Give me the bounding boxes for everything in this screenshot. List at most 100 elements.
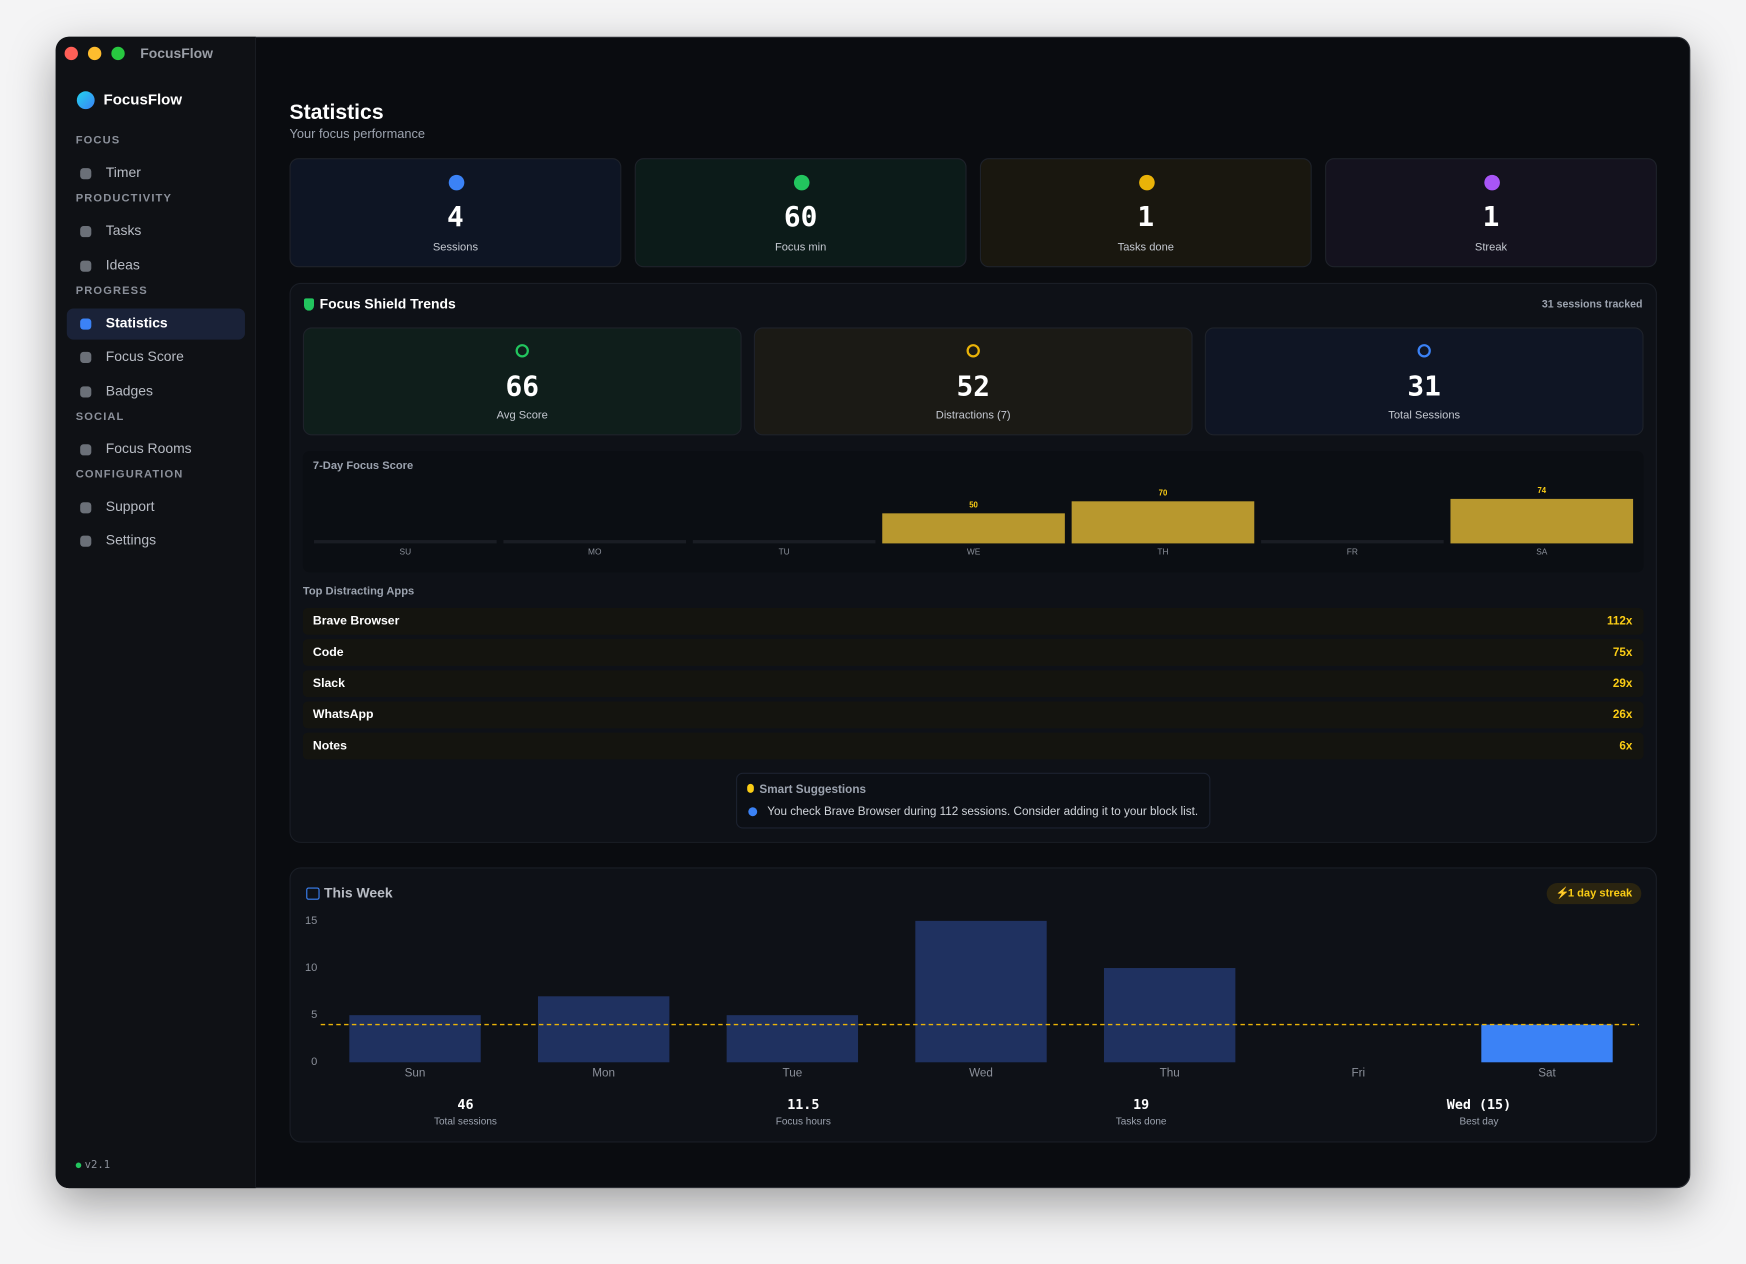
brand-logo (76, 91, 95, 110)
bar-track (314, 540, 497, 544)
calendar-icon (306, 887, 320, 900)
app-row (302, 701, 1644, 729)
active-highlight (66, 308, 245, 340)
shield-icon (303, 298, 315, 311)
nav-label: Ideas (105, 256, 140, 273)
x-tick-label: WE (967, 547, 981, 557)
nav-label: Support (105, 498, 155, 515)
nav-item[interactable] (67, 250, 245, 281)
app-name: Brave Browser (312, 614, 400, 629)
nav-label: Tasks (105, 223, 142, 239)
stat-icon (793, 174, 810, 191)
app-count: 112x (1607, 614, 1633, 629)
bar (537, 996, 670, 1063)
stat-value: 1 (1137, 200, 1155, 233)
panel-title: Focus Shield Trends (319, 296, 456, 312)
x-tick-label: Wed (969, 1067, 993, 1080)
nav-label: Settings (105, 532, 157, 549)
bar (882, 513, 1065, 544)
x-tick-label: TU (779, 547, 790, 557)
stat-value: 4 (447, 200, 464, 233)
stat-label: Streak (1474, 241, 1508, 254)
zoom-button[interactable] (111, 46, 125, 61)
status-dot (75, 1162, 82, 1169)
version: v2.1 (84, 1159, 111, 1172)
summary-value: 11.5 (787, 1096, 820, 1113)
summary-value: Wed (15) (1446, 1096, 1512, 1113)
section-label: CONFIGURATION (75, 468, 184, 482)
x-tick-label: FR (1347, 547, 1358, 557)
close-button[interactable] (64, 46, 78, 61)
nav-icon (80, 226, 92, 238)
bar (915, 920, 1047, 1063)
x-tick-label: Sat (1538, 1067, 1556, 1080)
nav-item[interactable] (67, 216, 245, 247)
summary-value: 46 (457, 1096, 474, 1113)
shield-value: 66 (505, 369, 539, 402)
x-tick-label: Tue (782, 1067, 802, 1080)
value-label: 50 (969, 501, 978, 510)
week-title: This Week (324, 885, 393, 901)
bar (349, 1015, 481, 1063)
x-tick-label: Sun (405, 1067, 426, 1080)
shield-card: 66 Avg Score (302, 327, 742, 436)
stat-card: 1 Tasks done (979, 158, 1312, 268)
shield-value: 52 (956, 369, 990, 402)
bar (1450, 498, 1634, 544)
x-tick-label: SU (400, 547, 412, 557)
nav-icon (80, 352, 92, 364)
app-count: 75x (1612, 645, 1633, 660)
app-count: 6x (1619, 739, 1633, 753)
stat-label: Focus min (774, 241, 827, 254)
bar (1103, 968, 1236, 1063)
stat-card: 60 Focus min (634, 158, 967, 268)
y-tick-label: 5 (311, 1009, 317, 1021)
streak-text: 1 day streak (1567, 887, 1633, 900)
shield-card: 52 Distractions (7) (753, 327, 1193, 436)
app-row (302, 607, 1644, 635)
nav-label: Badges (105, 382, 154, 399)
nav-icon (80, 168, 92, 180)
stat-value: 60 (783, 200, 818, 233)
section-label: PRODUCTIVITY (75, 192, 172, 206)
stat-label: Sessions (432, 241, 479, 254)
x-tick-label: TH (1157, 547, 1168, 557)
window-title: FocusFlow (140, 45, 213, 62)
section-title: Top Distracting Apps (302, 585, 415, 598)
section-label: SOCIAL (75, 410, 125, 423)
nav-item[interactable] (67, 376, 245, 407)
stat-icon (448, 174, 465, 191)
chart-title: 7-Day Focus Score (312, 459, 414, 473)
bar (726, 1015, 859, 1063)
app-name: Slack (312, 677, 345, 691)
nav-item[interactable] (67, 492, 245, 523)
shield-icon (1417, 344, 1431, 358)
nav-icon (80, 502, 92, 514)
suggestion-dot (748, 807, 758, 817)
shield-label: Avg Score (496, 409, 548, 423)
app-row (302, 732, 1644, 760)
summary-label: Tasks done (1115, 1115, 1167, 1127)
minimize-button[interactable] (87, 46, 102, 61)
nav-item[interactable] (67, 158, 245, 189)
brand-name: FocusFlow (103, 91, 183, 109)
bar-track (692, 540, 876, 544)
y-tick-label: 0 (311, 1056, 317, 1068)
shield-label: Distractions (7) (935, 409, 1011, 423)
app-name: Notes (312, 739, 347, 753)
stat-icon (1139, 174, 1155, 191)
x-tick-label: SA (1536, 547, 1548, 557)
nav-label: Focus Score (105, 348, 184, 365)
suggestion-text: You check Brave Browser during 112 sessi… (767, 805, 1199, 819)
nav-label: Statistics (105, 315, 168, 331)
bar (1481, 1024, 1613, 1063)
suggestions-box (736, 772, 1211, 829)
page-subtitle: Your focus performance (289, 128, 425, 142)
page-title: Statistics (289, 101, 384, 125)
value-label: 74 (1537, 486, 1546, 495)
value-label: 70 (1159, 489, 1168, 498)
streak-icon: ⚡ (1555, 887, 1570, 900)
bar-track (1261, 540, 1444, 544)
summary-label: Best day (1459, 1115, 1499, 1127)
